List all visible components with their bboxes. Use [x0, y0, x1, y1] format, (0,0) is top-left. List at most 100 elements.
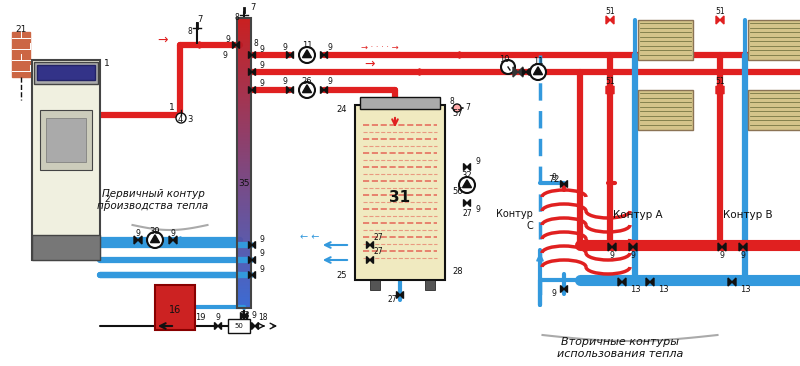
Text: 9: 9 — [170, 228, 175, 238]
Polygon shape — [522, 68, 530, 75]
Polygon shape — [463, 164, 470, 171]
Text: 13: 13 — [740, 285, 750, 295]
Text: 9: 9 — [741, 251, 746, 261]
Polygon shape — [646, 278, 654, 286]
Text: 35: 35 — [238, 179, 250, 187]
Polygon shape — [513, 67, 523, 77]
Text: 16: 16 — [169, 305, 181, 315]
Text: 9: 9 — [251, 311, 256, 321]
Polygon shape — [241, 313, 247, 320]
Text: 13: 13 — [238, 311, 250, 321]
Polygon shape — [629, 243, 637, 251]
Text: Контур А: Контур А — [613, 210, 663, 220]
Text: 18: 18 — [258, 314, 267, 322]
Text: 9: 9 — [259, 61, 264, 71]
Text: 51: 51 — [715, 78, 725, 86]
Polygon shape — [462, 180, 471, 188]
Text: 9: 9 — [135, 228, 141, 238]
Text: 57: 57 — [452, 108, 462, 117]
Text: 21: 21 — [15, 26, 26, 34]
Polygon shape — [728, 278, 736, 286]
Polygon shape — [233, 41, 239, 49]
Text: 8: 8 — [253, 38, 258, 48]
Text: 51: 51 — [605, 78, 615, 86]
Text: 1: 1 — [170, 104, 175, 112]
Polygon shape — [716, 86, 724, 94]
Polygon shape — [134, 236, 142, 244]
Polygon shape — [366, 242, 374, 249]
Bar — [425, 280, 435, 290]
Text: 19: 19 — [194, 314, 206, 322]
Bar — [155, 285, 195, 330]
Text: 25: 25 — [337, 270, 347, 280]
Text: ← ←: ← ← — [300, 232, 320, 242]
Polygon shape — [608, 243, 616, 251]
Text: 9: 9 — [630, 251, 635, 261]
Polygon shape — [249, 272, 255, 279]
Text: 9: 9 — [215, 314, 221, 322]
Text: → · · · · →: → · · · · → — [361, 42, 399, 52]
Bar — [34, 62, 98, 84]
Polygon shape — [286, 86, 294, 93]
Circle shape — [299, 47, 315, 63]
Polygon shape — [606, 16, 614, 24]
Bar — [12, 32, 30, 77]
Polygon shape — [397, 291, 403, 299]
Text: 9: 9 — [719, 251, 725, 261]
Text: 32: 32 — [462, 171, 472, 179]
Bar — [32, 235, 100, 260]
Polygon shape — [716, 16, 724, 24]
Polygon shape — [718, 243, 726, 251]
Polygon shape — [463, 199, 470, 206]
Text: 9: 9 — [551, 173, 556, 183]
Polygon shape — [321, 86, 327, 93]
Bar — [370, 280, 380, 290]
Bar — [40, 110, 92, 170]
Text: 56: 56 — [452, 187, 462, 197]
Text: 24: 24 — [337, 105, 347, 115]
Text: 8: 8 — [187, 27, 192, 37]
Polygon shape — [249, 242, 255, 249]
Text: 10: 10 — [499, 56, 510, 64]
Text: 7: 7 — [198, 15, 202, 25]
Text: 9: 9 — [475, 205, 480, 213]
Circle shape — [501, 60, 515, 74]
Polygon shape — [606, 86, 614, 94]
Text: Вторичные контуры
использования тепла: Вторичные контуры использования тепла — [557, 337, 683, 359]
Text: 9: 9 — [282, 42, 287, 52]
Polygon shape — [249, 257, 255, 264]
Text: 72: 72 — [548, 176, 559, 184]
Circle shape — [530, 64, 546, 80]
Polygon shape — [302, 50, 311, 57]
Bar — [748, 20, 800, 60]
Text: 51: 51 — [605, 7, 615, 16]
Circle shape — [147, 232, 163, 248]
Polygon shape — [561, 285, 567, 292]
Bar — [32, 60, 100, 260]
Text: 9: 9 — [259, 265, 264, 273]
Text: 4: 4 — [178, 116, 182, 124]
Polygon shape — [618, 278, 626, 286]
Text: Контур В: Контур В — [723, 210, 773, 220]
Polygon shape — [249, 52, 255, 59]
Text: Первичный контур
производства тепла: Первичный контур производства тепла — [98, 189, 209, 211]
Text: 27: 27 — [462, 209, 472, 217]
Text: 11: 11 — [302, 41, 312, 51]
Polygon shape — [286, 52, 294, 59]
Text: 3: 3 — [187, 116, 192, 124]
Text: 9: 9 — [282, 78, 287, 86]
Polygon shape — [214, 322, 222, 329]
Text: 7: 7 — [465, 104, 470, 112]
Text: Контур
С: Контур С — [496, 209, 533, 231]
Text: →: → — [365, 57, 375, 71]
Text: 26: 26 — [302, 76, 312, 86]
Polygon shape — [366, 257, 374, 264]
Text: 9: 9 — [259, 250, 264, 258]
Text: 13: 13 — [630, 285, 641, 295]
Text: 31: 31 — [390, 190, 410, 205]
Bar — [237, 18, 251, 308]
Text: 27: 27 — [373, 232, 382, 242]
Text: 11: 11 — [533, 57, 543, 67]
Text: 1: 1 — [104, 59, 110, 67]
Circle shape — [299, 82, 315, 98]
